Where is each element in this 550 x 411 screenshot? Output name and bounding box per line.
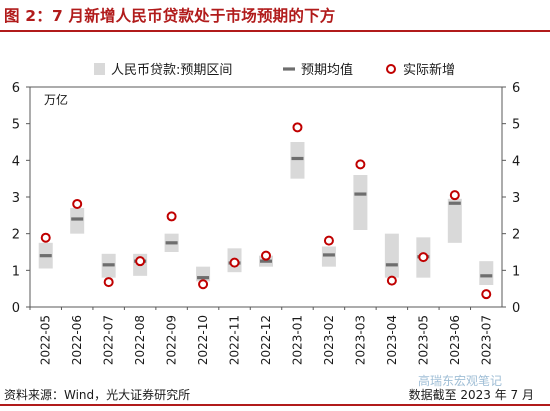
actual-marker: [449, 190, 460, 201]
legend-range-swatch: [94, 63, 105, 75]
x-tick-label: 2022-06: [70, 315, 84, 365]
range-band: [447, 198, 462, 243]
left-tick-label: 3: [12, 191, 20, 206]
mean-marker: [71, 217, 84, 221]
actual-marker: [229, 257, 240, 268]
x-tick-label: 2023-04: [385, 315, 399, 365]
x-tick-label: 2022-09: [165, 315, 179, 365]
legend-actual-swatch: [386, 64, 396, 74]
left-tick-label: 5: [12, 118, 20, 133]
range-band: [384, 233, 399, 278]
mean-marker: [480, 274, 493, 278]
chart-marks: [38, 122, 494, 300]
range-band: [70, 208, 85, 234]
right-tick-label: 1: [512, 264, 520, 279]
x-tick-label: 2022-08: [133, 315, 147, 365]
actual-marker: [261, 250, 271, 261]
source-note: 资料来源：Wind，光大证券研究所: [4, 388, 191, 402]
mean-marker: [165, 241, 178, 245]
x-tick-label: 2022-07: [102, 315, 116, 365]
actual-marker: [103, 277, 114, 288]
left-tick-label: 0: [12, 301, 20, 316]
mean-marker: [260, 259, 272, 263]
x-tick-label: 2023-01: [290, 315, 304, 365]
range-band: [290, 142, 305, 179]
actual-marker: [481, 289, 492, 300]
x-tick-label: 2023-07: [479, 315, 493, 365]
actual-marker: [40, 232, 51, 243]
date-note: 数据截至 2023 年 7 月: [408, 388, 534, 402]
plot-frame: [29, 86, 503, 308]
actual-marker: [355, 159, 366, 170]
x-tick-label: 2022-12: [259, 315, 273, 365]
mean-marker: [354, 192, 367, 196]
x-tick-label: 2022-10: [196, 315, 210, 365]
mean-marker: [448, 201, 461, 205]
left-axis: 0 1 2 3 4 5 6: [12, 81, 30, 316]
mean-marker: [39, 254, 52, 258]
left-tick-label: 4: [12, 154, 20, 169]
x-axis: 2022-05 2022-06 2022-07 2022-08 2022-09 2022-…: [29, 307, 493, 365]
x-tick-label: 2022-11: [228, 315, 242, 365]
actual-marker: [166, 211, 177, 222]
title-divider: [0, 30, 550, 32]
right-tick-label: 5: [512, 118, 520, 133]
actual-marker: [135, 256, 146, 267]
actual-marker: [292, 122, 303, 133]
actual-marker: [418, 252, 429, 263]
right-tick-label: 6: [512, 81, 520, 96]
right-tick-label: 4: [512, 154, 520, 169]
actual-marker: [386, 275, 397, 286]
mean-marker: [197, 276, 210, 280]
mean-marker: [322, 253, 335, 257]
actual-marker: [72, 198, 83, 209]
legend-label: 实际新增: [403, 62, 455, 78]
range-band: [353, 175, 368, 230]
actual-marker: [323, 235, 334, 246]
left-tick-label: 2: [12, 228, 20, 243]
chart-title: 图 2：7 月新增人民币贷款处于市场预期的下方: [4, 7, 336, 25]
unit-label: 万亿: [44, 92, 68, 107]
right-axis: 0 1 2 3 4 5 6: [502, 81, 520, 316]
right-tick-label: 0: [512, 301, 520, 316]
right-tick-label: 2: [512, 228, 520, 243]
mean-marker: [291, 156, 304, 161]
x-tick-label: 2023-06: [448, 315, 462, 365]
actual-marker: [198, 279, 209, 290]
legend-mean-swatch: [283, 67, 295, 71]
mean-marker: [102, 263, 115, 267]
legend: 人民币贷款:预期区间 预期均值 实际新增: [94, 62, 455, 78]
x-tick-label: 2022-05: [39, 315, 53, 365]
right-tick-label: 3: [512, 191, 520, 206]
legend-label: 人民币贷款:预期区间: [111, 63, 232, 78]
range-band: [479, 261, 494, 285]
watermark-text: 高瑞东宏观笔记: [418, 374, 503, 388]
x-tick-label: 2023-02: [322, 315, 336, 365]
left-tick-label: 6: [12, 81, 20, 96]
x-tick-label: 2023-05: [416, 315, 430, 365]
legend-label: 预期均值: [301, 62, 353, 78]
x-tick-label: 2023-03: [353, 315, 367, 365]
mean-marker: [385, 263, 398, 267]
plot-border: [29, 86, 503, 308]
range-band: [321, 246, 336, 267]
bottom-divider: [0, 404, 550, 406]
left-tick-label: 1: [12, 264, 20, 279]
